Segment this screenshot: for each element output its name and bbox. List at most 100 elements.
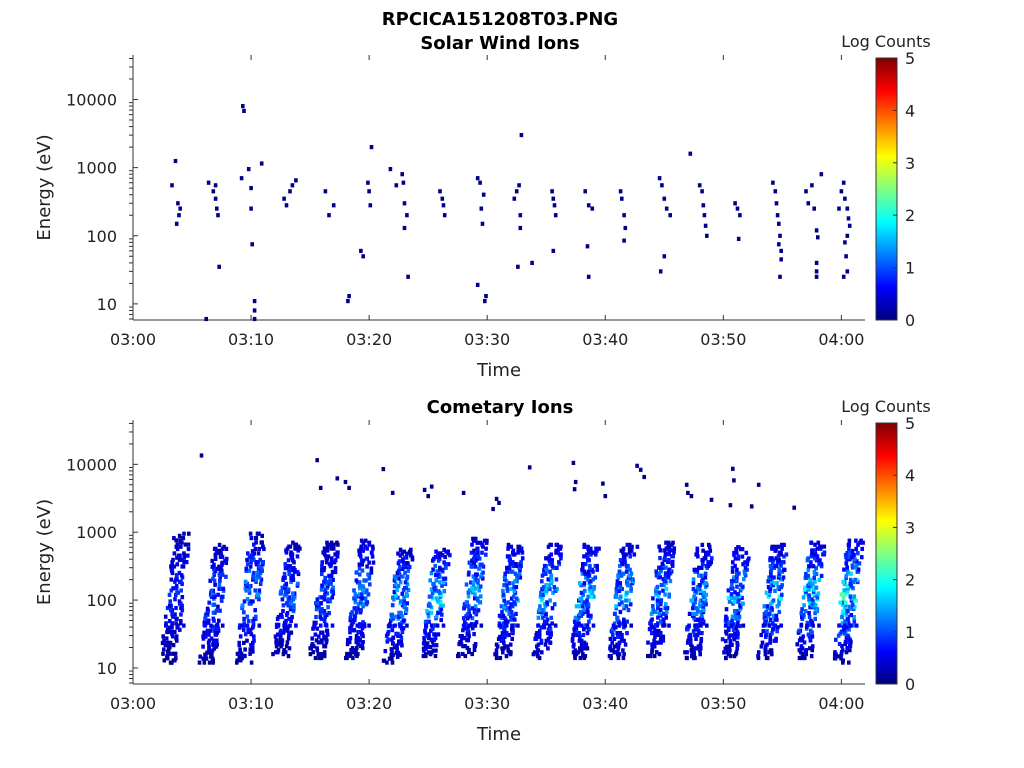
data-pixel xyxy=(255,531,260,536)
data-pixel xyxy=(209,588,214,593)
data-pixel xyxy=(179,588,183,593)
data-pixel xyxy=(777,242,781,247)
data-pixel xyxy=(839,592,844,597)
data-pixel xyxy=(582,554,586,559)
data-pixel xyxy=(657,640,661,645)
data-pixel xyxy=(614,586,619,592)
data-pixel xyxy=(703,571,708,576)
data-pixel xyxy=(251,553,255,558)
data-pixel xyxy=(767,623,772,628)
data-pixel xyxy=(572,642,576,647)
data-pixel xyxy=(814,228,819,233)
data-pixel xyxy=(335,540,339,545)
data-pixel xyxy=(387,623,391,628)
data-pixel xyxy=(354,610,359,615)
data-pixel xyxy=(817,623,821,628)
data-pixel xyxy=(698,642,703,647)
data-pixel xyxy=(587,619,591,624)
data-pixel xyxy=(799,623,803,628)
data-pixel xyxy=(476,608,481,613)
data-pixel xyxy=(515,579,519,584)
data-pixel xyxy=(205,628,210,633)
data-pixel xyxy=(439,607,444,612)
data-pixel xyxy=(391,635,395,640)
data-pixel xyxy=(203,623,207,628)
data-pixel xyxy=(535,631,539,636)
data-pixel xyxy=(183,542,188,547)
data-pixel xyxy=(777,602,781,607)
data-pixel xyxy=(422,639,427,644)
data-pixel xyxy=(670,548,674,553)
data-pixel xyxy=(394,631,398,636)
data-pixel xyxy=(812,206,816,211)
data-pixel xyxy=(843,240,847,245)
data-pixel xyxy=(187,531,191,536)
data-pixel xyxy=(439,617,443,623)
data-pixel xyxy=(774,613,779,618)
data-pixel xyxy=(329,573,334,578)
data-pixel xyxy=(500,646,504,651)
data-pixel xyxy=(511,548,516,553)
data-marks xyxy=(170,104,852,322)
data-pixel xyxy=(294,542,299,547)
data-pixel xyxy=(761,629,766,634)
data-pixel xyxy=(501,592,506,597)
data-pixel xyxy=(736,236,741,241)
data-pixel xyxy=(320,652,324,657)
data-pixel xyxy=(245,584,249,589)
data-pixel xyxy=(176,201,180,206)
data-pixel xyxy=(840,600,844,605)
data-pixel xyxy=(612,644,617,649)
data-pixel xyxy=(249,536,254,541)
data-pixel xyxy=(542,623,546,628)
data-pixel xyxy=(322,634,326,639)
data-pixel xyxy=(442,213,447,218)
data-pixel xyxy=(321,550,325,555)
data-pixel xyxy=(170,610,175,615)
data-pixel xyxy=(547,558,551,563)
data-pixel xyxy=(656,594,661,599)
data-pixel xyxy=(849,613,853,618)
data-pixel xyxy=(687,611,692,616)
data-pixel xyxy=(726,625,731,631)
data-pixel xyxy=(803,585,807,590)
data-pixel xyxy=(257,623,262,628)
data-pixel xyxy=(733,631,737,636)
data-pixel xyxy=(461,623,466,628)
data-pixel xyxy=(254,614,258,619)
data-pixel xyxy=(462,602,467,607)
data-pixel xyxy=(540,650,544,655)
data-pixel xyxy=(178,627,182,632)
data-pixel xyxy=(653,609,658,614)
data-pixel xyxy=(743,565,748,570)
data-pixel xyxy=(732,622,736,627)
data-pixel xyxy=(551,196,556,201)
data-pixel xyxy=(691,629,696,634)
data-pixel xyxy=(696,644,701,649)
data-pixel xyxy=(738,624,742,629)
data-pixel xyxy=(251,573,256,578)
data-pixel xyxy=(205,606,210,611)
data-pixel xyxy=(847,223,852,228)
data-pixel xyxy=(628,583,633,588)
data-pixel xyxy=(461,490,466,495)
data-pixel xyxy=(527,465,532,470)
data-pixel xyxy=(348,653,353,659)
data-pixel xyxy=(620,196,624,201)
data-pixel xyxy=(434,549,438,554)
data-pixel xyxy=(693,588,698,593)
data-pixel xyxy=(288,623,292,628)
data-pixel xyxy=(731,560,735,565)
data-pixel xyxy=(809,618,813,623)
data-pixel xyxy=(371,560,376,565)
data-pixel xyxy=(328,577,332,582)
data-pixel xyxy=(290,614,294,620)
data-pixel xyxy=(239,176,244,181)
data-pixel xyxy=(550,621,554,626)
data-pixel xyxy=(740,601,745,606)
data-pixel xyxy=(186,542,191,547)
data-pixel xyxy=(173,579,177,584)
data-pixel xyxy=(287,571,291,577)
data-pixel xyxy=(381,467,386,472)
